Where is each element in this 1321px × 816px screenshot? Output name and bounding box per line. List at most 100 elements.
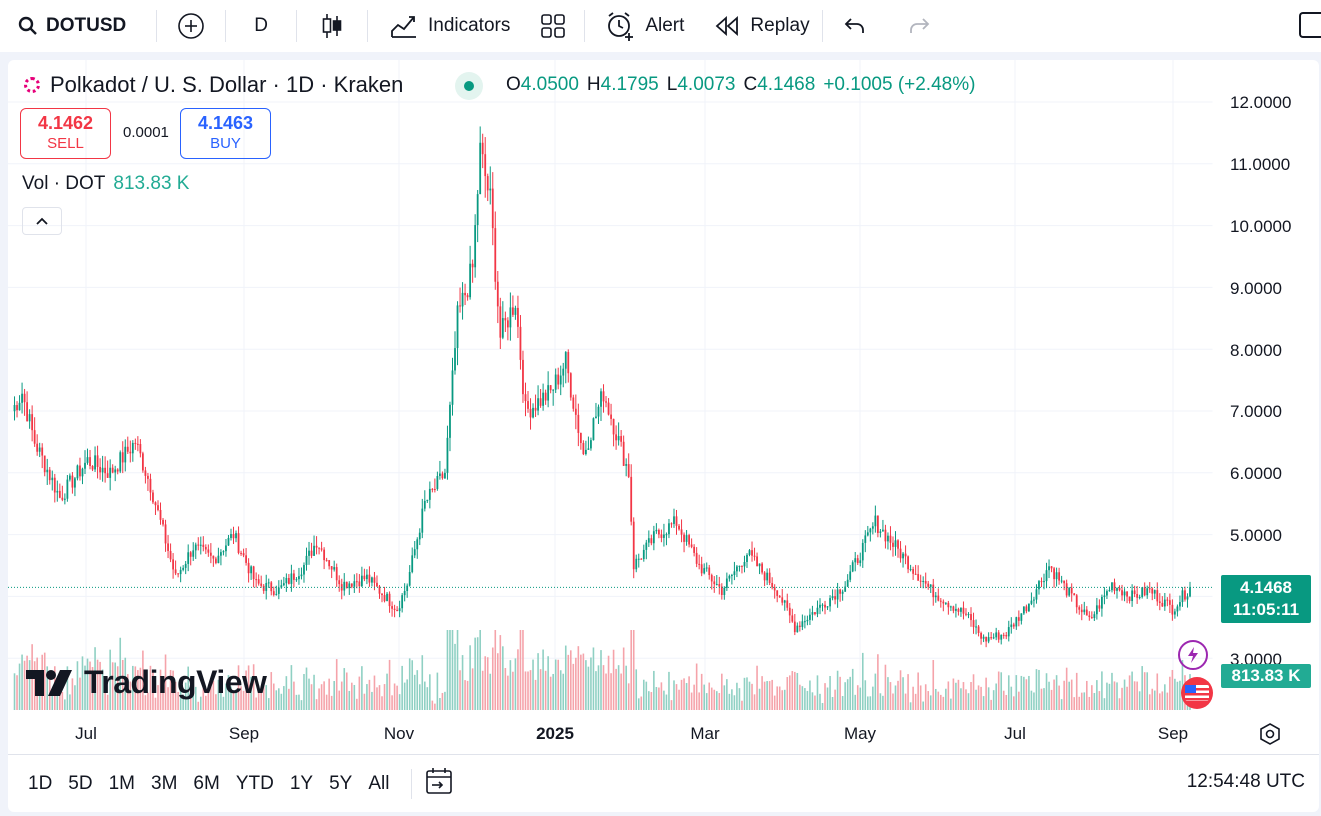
volume-bar	[421, 655, 424, 710]
alert-button[interactable]: Alert	[585, 0, 696, 52]
last-price: 4.1468	[1240, 578, 1292, 597]
candle-body	[33, 430, 36, 444]
range-1d-button[interactable]: 1D	[28, 772, 53, 794]
volume-legend[interactable]: Vol · DOT 813.83 K	[22, 173, 189, 195]
candle-body	[544, 392, 547, 401]
range-3m-button[interactable]: 3M	[151, 772, 178, 794]
volume-bar	[199, 696, 202, 710]
volume-bar	[1080, 692, 1083, 710]
candle-body	[547, 385, 550, 401]
layout-button[interactable]	[1299, 12, 1321, 38]
range-1m-button[interactable]: 1M	[108, 772, 135, 794]
volume-bar	[922, 701, 924, 710]
volume-bar	[559, 670, 562, 710]
undo-button[interactable]	[823, 0, 887, 52]
volume-bar	[1083, 692, 1086, 710]
range-6m-button[interactable]: 6M	[193, 772, 220, 794]
range-all-button[interactable]: All	[368, 772, 390, 794]
volume-bar	[987, 687, 990, 710]
candle-body	[454, 348, 456, 371]
candle-body	[343, 581, 346, 591]
interval-button[interactable]: D	[226, 0, 296, 52]
candle-body	[595, 416, 597, 419]
candle-body	[363, 575, 366, 580]
volume-bar	[345, 672, 348, 710]
candle-body	[179, 569, 182, 575]
volume-value: 813.83 K	[113, 173, 190, 194]
symbol-search-button[interactable]: DOTUSD	[0, 0, 156, 52]
candle-body	[383, 595, 386, 602]
candle-body	[298, 576, 300, 580]
candle-body	[446, 437, 449, 473]
volume-bar	[403, 682, 406, 710]
range-5d-button[interactable]: 5D	[68, 772, 93, 794]
candle-body	[736, 566, 738, 572]
range-1y-button[interactable]: 1Y	[289, 772, 314, 794]
replay-button[interactable]: Replay	[696, 0, 821, 52]
candle-body	[222, 551, 225, 553]
sell-button[interactable]: 4.1462 SELL	[20, 108, 111, 159]
volume-bar	[147, 692, 149, 710]
candle-body	[401, 595, 404, 609]
volume-bar	[46, 666, 49, 710]
candle-body	[474, 225, 477, 268]
calendar-arrow-icon	[426, 768, 453, 794]
indicators-button[interactable]: Indicators	[368, 0, 522, 52]
chart-settings-button[interactable]	[1258, 722, 1282, 751]
candle-body	[688, 535, 690, 545]
volume-bar	[1060, 699, 1063, 710]
candle-body	[587, 448, 590, 450]
volume-bar	[957, 679, 960, 710]
last-price-tag[interactable]: 4.1468 11:05:11	[1221, 575, 1311, 623]
volume-bar	[278, 688, 280, 710]
candle-body	[496, 281, 499, 307]
tradingview-logo[interactable]: TradingView	[26, 664, 267, 701]
buy-button[interactable]: 4.1463 BUY	[180, 108, 271, 159]
candle-body	[393, 608, 396, 610]
range-ytd-button[interactable]: YTD	[235, 772, 274, 794]
collapse-legend-button[interactable]	[22, 207, 62, 235]
redo-icon	[909, 18, 929, 33]
candle-body	[86, 457, 89, 463]
candle-body	[471, 263, 474, 268]
volume-bar	[220, 682, 222, 710]
compare-button[interactable]	[157, 0, 225, 52]
volume-bar	[162, 686, 164, 710]
candle-body	[1095, 605, 1098, 615]
candle-body	[909, 569, 912, 571]
candle-body	[466, 295, 469, 298]
volume-bar	[1123, 679, 1126, 710]
candle-body	[1153, 590, 1156, 594]
range-5y-button[interactable]: 5Y	[329, 772, 353, 794]
candle-body	[157, 505, 159, 510]
goto-date-button[interactable]	[424, 766, 454, 801]
utc-clock[interactable]: 12:54:48 UTC	[1186, 771, 1305, 792]
volume-bar	[1050, 689, 1053, 710]
volume-bar	[164, 654, 167, 710]
volume-bar	[119, 637, 122, 710]
us-flag-icon[interactable]	[1178, 676, 1216, 710]
volume-bar	[388, 659, 391, 710]
candle-body	[876, 515, 879, 533]
volume-bar	[179, 684, 182, 710]
candle-body	[902, 553, 904, 559]
volume-bar	[383, 684, 386, 710]
candle-body	[708, 567, 711, 576]
redo-button[interactable]	[887, 0, 951, 52]
candle-body	[51, 477, 54, 481]
symbol-legend[interactable]: Polkadot / U. S. Dollar · 1D · Kraken	[24, 72, 403, 98]
chart-panel[interactable]: Polkadot / U. S. Dollar · 1D · Kraken O …	[8, 60, 1319, 812]
candle-body	[48, 469, 51, 481]
chart-type-button[interactable]	[297, 0, 367, 52]
volume-bar	[356, 698, 358, 710]
candle-body	[710, 575, 713, 582]
templates-button[interactable]	[522, 0, 584, 52]
lightning-icon[interactable]	[1178, 640, 1208, 670]
candle-body	[892, 542, 894, 547]
candle-body	[358, 581, 361, 587]
candle-body	[109, 467, 112, 478]
price-chart[interactable]	[8, 60, 1319, 754]
market-status-icon[interactable]	[455, 72, 483, 100]
candle-body	[809, 614, 811, 620]
candle-body	[124, 446, 127, 463]
